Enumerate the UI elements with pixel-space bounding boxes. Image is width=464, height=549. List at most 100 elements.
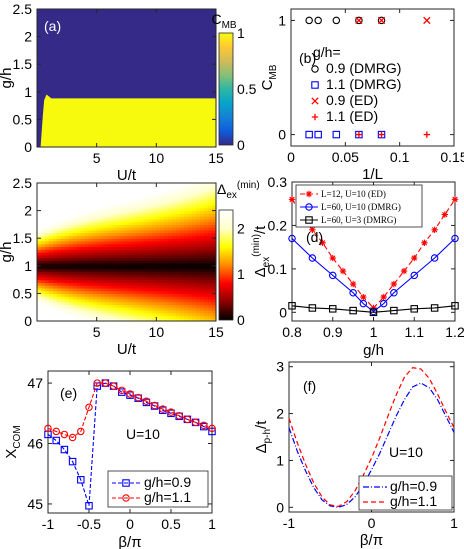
heatmap-cell	[180, 202, 185, 206]
heatmap-cell	[104, 224, 110, 228]
heatmap-cell	[200, 196, 205, 201]
heatmap-cell	[156, 252, 161, 256]
heatmap-cell	[172, 188, 177, 192]
heatmap-cell	[80, 240, 86, 245]
heatmap-cell	[112, 185, 118, 190]
heatmap-cell	[37, 191, 42, 195]
heatmap-cell	[40, 315, 46, 319]
heatmap-cell	[76, 293, 82, 297]
heatmap-cell	[120, 205, 126, 209]
heatmap-cell	[72, 274, 78, 278]
heatmap-cell	[176, 194, 181, 198]
heatmap-cell	[180, 282, 185, 286]
heatmap-cell	[196, 188, 201, 192]
heatmap-cell	[44, 276, 50, 281]
heatmap-cell	[148, 265, 153, 270]
heatmap-cell	[208, 240, 213, 245]
heatmap-cell	[164, 235, 169, 239]
heatmap-cell	[100, 290, 106, 294]
heatmap-cell	[64, 202, 70, 206]
heatmap-cell	[88, 268, 94, 272]
heatmap-cell	[156, 287, 161, 292]
heatmap-cell	[132, 249, 138, 253]
heatmap-cell	[132, 185, 138, 190]
heatmap-cell	[188, 207, 193, 212]
heatmap-cell	[136, 232, 142, 237]
heatmap-cell	[120, 265, 126, 270]
heatmap-cell	[204, 307, 209, 311]
heatmap-cell	[192, 196, 197, 201]
series-line	[47, 382, 213, 506]
heatmap-cell	[200, 276, 205, 281]
heatmap-cell	[92, 257, 98, 261]
heatmap-cell	[80, 254, 86, 259]
heatmap-cell	[140, 315, 145, 319]
heatmap-cell	[180, 271, 185, 275]
heatmap-cell	[48, 318, 54, 321]
heatmap-cell	[176, 296, 181, 300]
heatmap-cell	[140, 263, 145, 267]
heatmap-cell	[176, 224, 181, 228]
heatmap-cell	[188, 191, 193, 195]
heatmap-cell	[156, 274, 161, 278]
heatmap-cell	[192, 194, 197, 198]
heatmap-cell	[188, 301, 193, 306]
heatmap-cell	[176, 271, 181, 275]
heatmap-cell	[180, 279, 185, 283]
heatmap-cell	[160, 229, 165, 234]
heatmap-cell	[52, 221, 58, 225]
heatmap-cell	[136, 296, 142, 300]
heatmap-cell	[68, 254, 74, 259]
heatmap-cell	[44, 279, 50, 283]
heatmap-cell	[68, 210, 74, 214]
heatmap-cell	[188, 263, 193, 267]
heatmap-cell	[144, 268, 149, 272]
heatmap-cell	[92, 252, 98, 256]
heatmap-cell	[64, 276, 70, 281]
heatmap-cell	[68, 318, 74, 321]
heatmap-cell	[168, 290, 173, 294]
heatmap-cell	[72, 265, 78, 270]
heatmap-cell	[52, 210, 58, 214]
heatmap-cell	[152, 293, 157, 297]
heatmap-cell	[148, 254, 153, 259]
heatmap-cell	[120, 274, 126, 278]
data-point-square	[410, 305, 418, 313]
heatmap-cell	[92, 196, 98, 201]
heatmap-cell	[120, 246, 126, 250]
heatmap-cell	[37, 298, 42, 303]
heatmap-cell	[212, 218, 216, 223]
heatmap-cell	[104, 183, 110, 187]
heatmap-cell	[168, 268, 173, 272]
heatmap-cell	[144, 315, 149, 319]
heatmap-cell	[132, 235, 138, 239]
heatmap-cell	[152, 287, 157, 292]
heatmap-cell	[116, 252, 122, 256]
heatmap-cell	[168, 263, 173, 267]
heatmap-cell	[112, 276, 118, 281]
heatmap-cell	[40, 213, 46, 217]
heatmap-cell	[84, 238, 90, 242]
heatmap-cell	[148, 274, 153, 278]
heatmap-cell	[204, 227, 209, 231]
heatmap-cell	[200, 199, 205, 203]
heatmap-cell	[212, 229, 216, 234]
heatmap-cell	[172, 229, 177, 234]
heatmap-cell	[80, 287, 86, 292]
heatmap-cell	[100, 307, 106, 311]
heatmap-cell	[160, 298, 165, 303]
heatmap-cell	[140, 252, 145, 256]
heatmap-cell	[200, 298, 205, 303]
data-point-circle	[390, 289, 398, 297]
data-point-circle	[150, 401, 159, 410]
heatmap-cell	[48, 276, 54, 281]
heatmap-cell	[56, 274, 62, 278]
heatmap-cell	[37, 196, 42, 201]
heatmap-cell	[208, 213, 213, 217]
heatmap-cell	[40, 205, 46, 209]
heatmap-cell	[112, 257, 118, 261]
heatmap-cell	[120, 216, 126, 220]
heatmap-cell	[212, 183, 216, 187]
heatmap-cell	[84, 191, 90, 195]
